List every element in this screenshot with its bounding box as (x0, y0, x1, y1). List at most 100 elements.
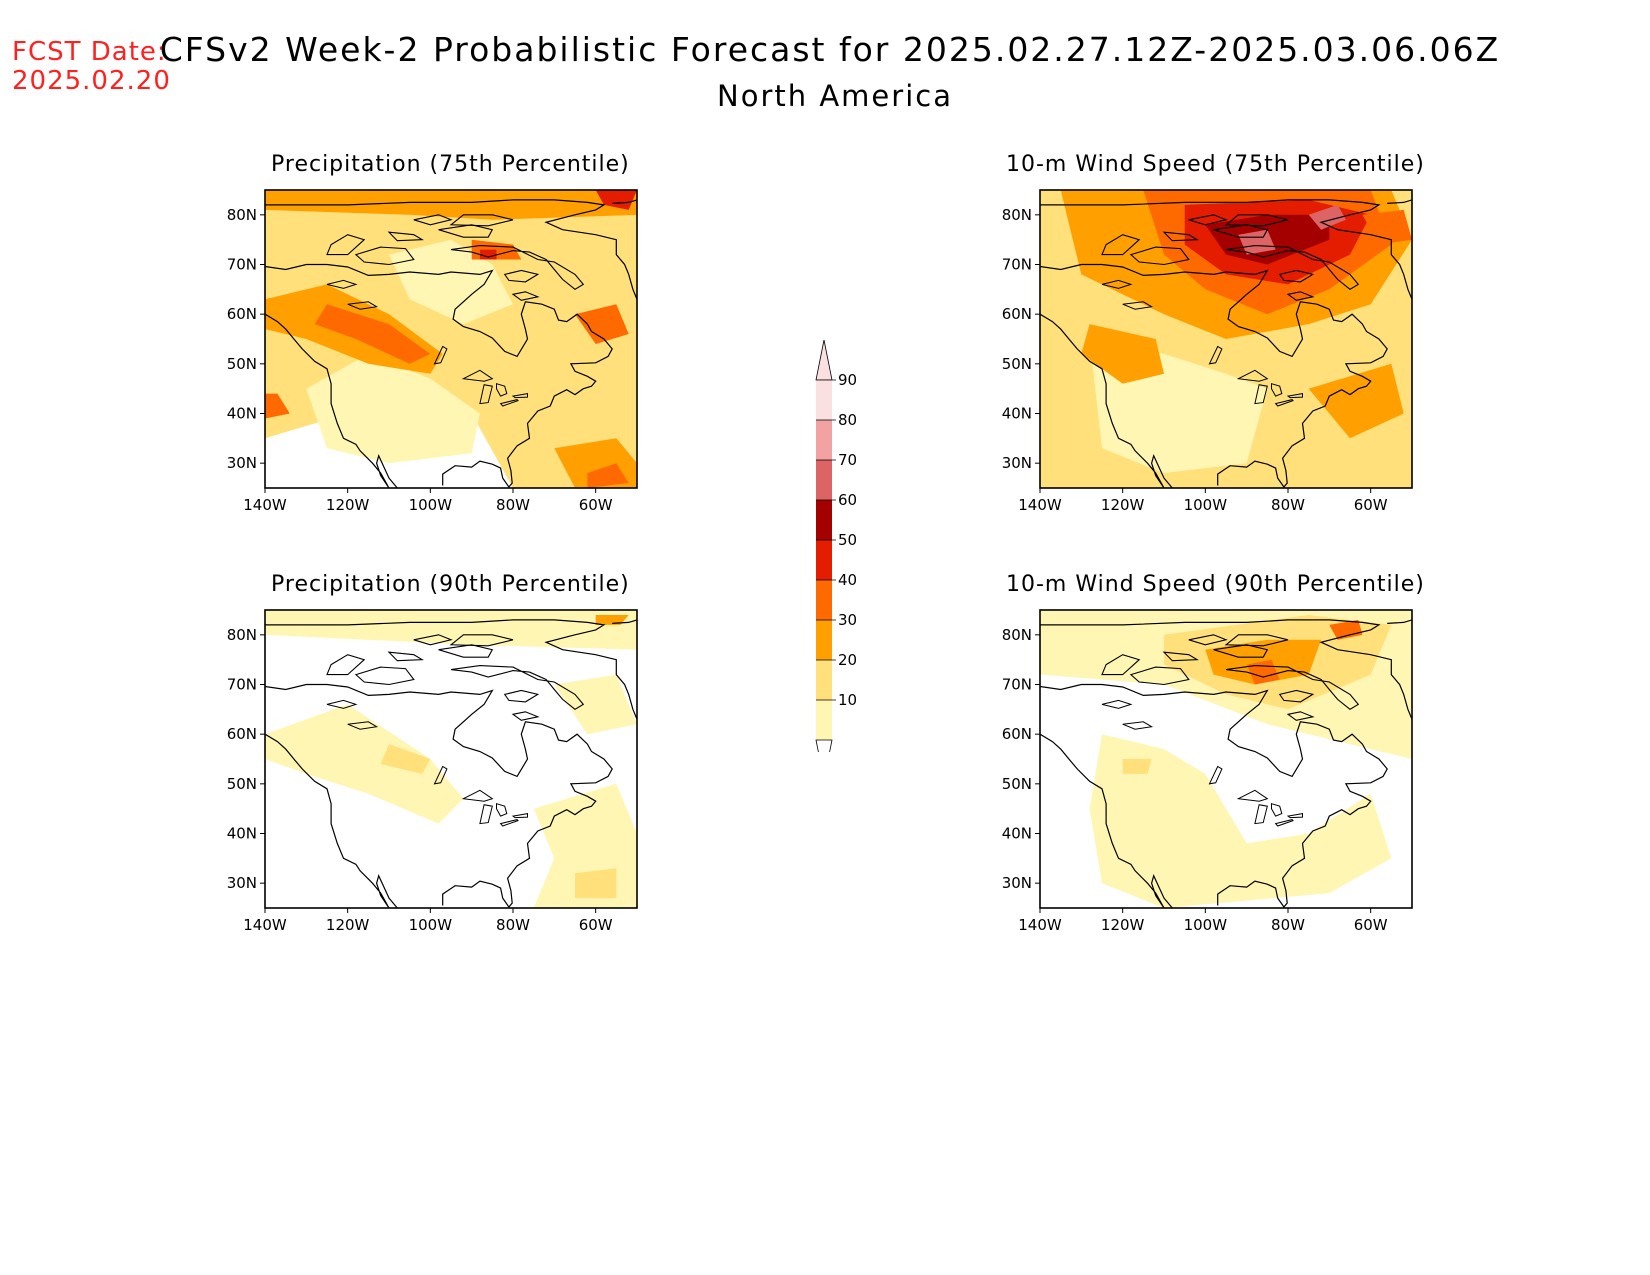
shade-c10-region (389, 239, 513, 325)
map-wind75: 80N 70N 60N 50N 40N 30N 140W 120W 100W 80W 60W (1002, 189, 1413, 514)
lake-outline (1286, 393, 1303, 399)
lake-outline (496, 803, 508, 817)
shade-c20-region (575, 868, 617, 899)
lat-label: 50N (227, 355, 257, 373)
lon-label: 120W (1101, 916, 1145, 934)
lat-label: 60N (1002, 725, 1032, 743)
lake-outline (1208, 765, 1223, 785)
lon-label: 80W (1271, 496, 1305, 514)
coastline (265, 683, 613, 908)
island-outline (387, 651, 424, 662)
lake-outline (1286, 813, 1303, 819)
panel-title-precip-75: Precipitation (75th Percentile) (271, 152, 630, 177)
island-outline (326, 654, 366, 676)
colorbar-label: 80 (838, 411, 857, 429)
map-frame (264, 189, 638, 489)
coastline (612, 619, 637, 624)
shade-c20-region (380, 744, 431, 774)
colorbar-swatch (816, 580, 832, 620)
lat-label: 30N (1002, 454, 1032, 472)
shade-c70-region (1238, 229, 1276, 255)
shade-c10-region (1089, 734, 1392, 908)
island-outline (503, 269, 540, 283)
lon-label: 120W (1101, 496, 1145, 514)
lon-label: 120W (326, 916, 370, 934)
lat-label: 80N (227, 626, 257, 644)
island-outline (413, 214, 453, 226)
forecast-date-value: 2025.02.20 (12, 66, 171, 96)
lat-label: 70N (227, 256, 257, 274)
coastline (1040, 263, 1388, 488)
forecast-date-label: FCST Date: (12, 37, 167, 67)
lon-label: 80W (496, 496, 530, 514)
shade-c40-region (265, 393, 290, 419)
map-frame (264, 609, 638, 909)
shade-c40-region (575, 304, 629, 344)
colorbar-swatch (816, 660, 832, 700)
panel-title-wind-75: 10-m Wind Speed (75th Percentile) (1006, 152, 1425, 177)
colorbar-label: 10 (838, 691, 857, 709)
colorbar-bottom-cap (815, 739, 833, 781)
lake-outline (1236, 369, 1269, 382)
lat-label: 50N (227, 775, 257, 793)
shade-c30-region (1308, 363, 1404, 439)
map-precip75: 80N 70N 60N 50N 40N 30N 140W 120W 100W 80W 60W (227, 189, 638, 514)
colorbar-label: 20 (838, 651, 857, 669)
map-content (265, 190, 637, 488)
lake-outline (511, 393, 528, 399)
colorbar-label: 40 (838, 571, 857, 589)
coastline (1387, 619, 1412, 624)
island-outline (450, 245, 585, 290)
colorbar-label: 70 (838, 451, 857, 469)
coastline (265, 199, 637, 300)
lat-label: 80N (227, 206, 257, 224)
lat-label: 50N (1002, 355, 1032, 373)
lat-label: 80N (1002, 626, 1032, 644)
island-outline (1162, 651, 1199, 662)
island-outline (326, 234, 366, 256)
lon-label: 100W (1184, 916, 1228, 934)
lake-outline (1274, 819, 1294, 827)
island-outline (1162, 231, 1199, 242)
shade-c10-region (265, 704, 464, 824)
lat-label: 40N (1002, 405, 1032, 423)
lat-label: 50N (1002, 775, 1032, 793)
island-outline (413, 634, 453, 646)
island-outline (1129, 666, 1190, 686)
colorbar-swatch (816, 500, 832, 540)
island-outline (450, 665, 585, 710)
lake-outline (1101, 699, 1133, 709)
shade-c50-region (595, 190, 637, 210)
map-precip90: 80N 70N 60N 50N 40N 30N 140W 120W 100W 80W 60W (227, 609, 638, 934)
colorbar: 90 80 70 60 50 40 30 20 10 (806, 332, 876, 781)
lon-label: 140W (243, 496, 287, 514)
forecast-date-block: FCST Date: 2025.02.20 (12, 38, 171, 96)
island-outline (1224, 634, 1289, 647)
lake-outline (1254, 804, 1268, 825)
lake-outline (499, 399, 519, 407)
lake-outline (347, 721, 379, 730)
shade-c30-region (265, 190, 637, 220)
coastline (265, 313, 398, 488)
lon-label: 100W (409, 496, 453, 514)
coastline (1040, 683, 1388, 908)
lake-outline (479, 804, 493, 825)
shade-c70-region (1308, 204, 1346, 230)
map-content (265, 610, 637, 908)
lake-outline (479, 384, 493, 405)
lon-label: 60W (1354, 916, 1388, 934)
island-outline (1225, 245, 1360, 290)
lake-outline (347, 301, 379, 310)
island-outline (1278, 689, 1315, 703)
lat-label: 30N (227, 454, 257, 472)
lon-label: 120W (326, 496, 370, 514)
colorbar-label: 90 (838, 371, 857, 389)
panel-title-precip-90: Precipitation (90th Percentile) (271, 572, 630, 597)
map-panel-wind-75: 80N 70N 60N 50N 40N 30N 140W 120W 100W 80W 60W (980, 189, 1420, 520)
shade-c40-region (587, 463, 629, 488)
coastline (265, 263, 613, 488)
lake-outline (1122, 721, 1154, 730)
island-outline (1188, 214, 1228, 226)
island-outline (511, 291, 540, 301)
lat-label: 40N (1002, 825, 1032, 843)
